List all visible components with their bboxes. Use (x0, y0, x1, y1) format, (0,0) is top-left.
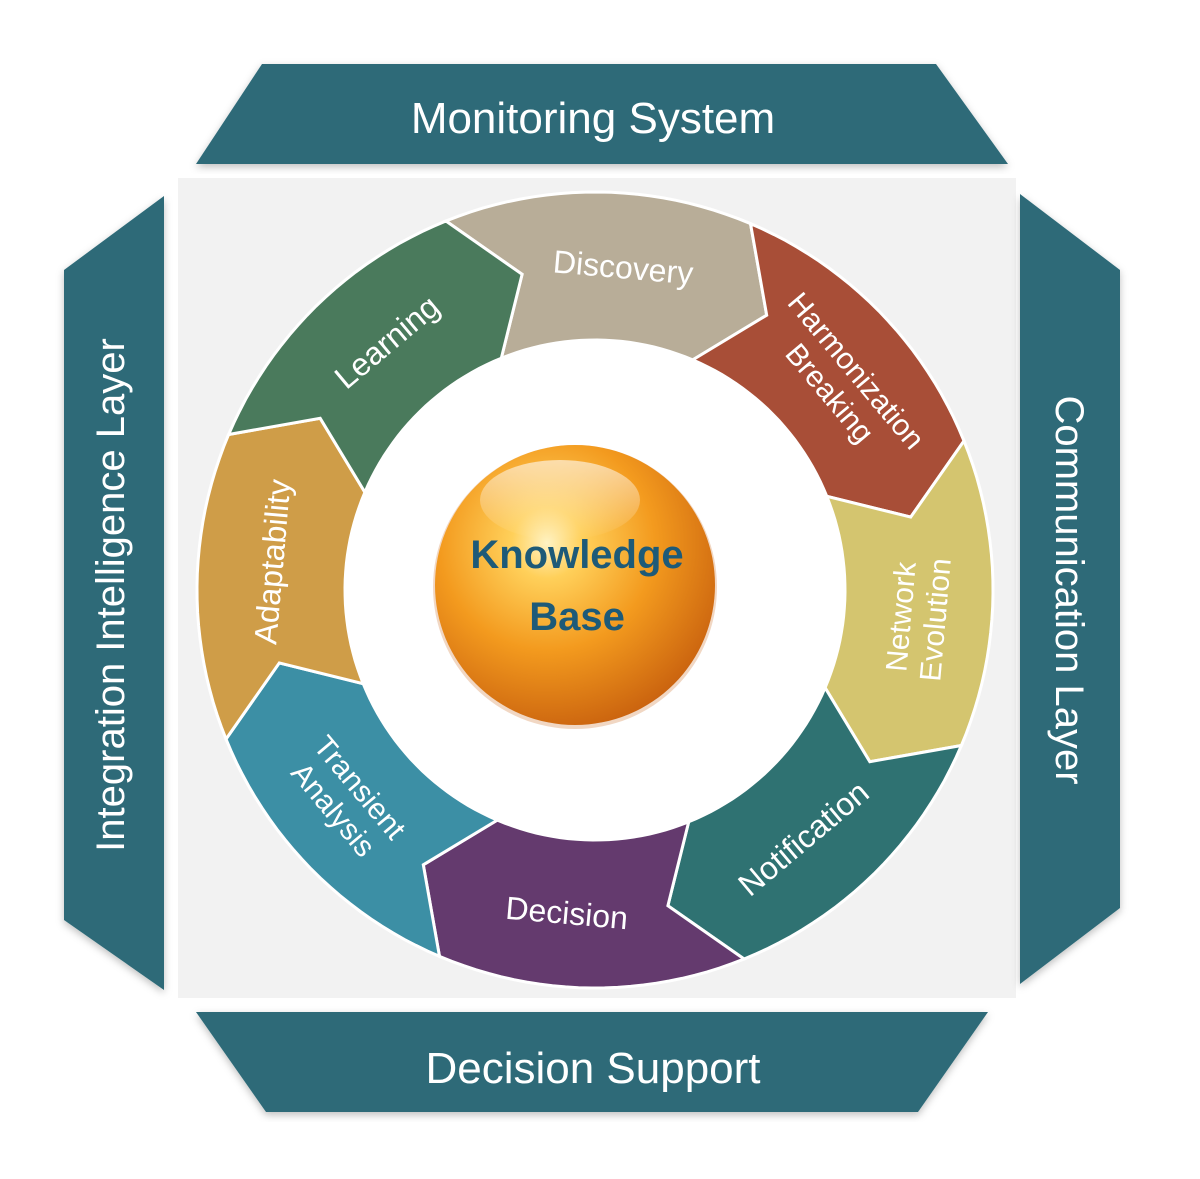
frame-bottom-label: Decision Support (425, 1044, 760, 1093)
frame-bottom-banner: Decision Support (196, 1012, 988, 1112)
center-label-line1: Knowledge (470, 533, 683, 577)
center-label-line2: Base (529, 595, 625, 639)
frame-right-banner: Communication Layer (1020, 194, 1120, 984)
frame-top-banner: Monitoring System (196, 64, 1008, 164)
frame-top-label: Monitoring System (411, 94, 775, 143)
knowledge-base-sphere: Knowledge Base (433, 445, 717, 729)
frame-left-banner: Integration Intelligence Layer (64, 196, 164, 990)
frame-left-label: Integration Intelligence Layer (89, 338, 133, 852)
frame-right-label: Communication Layer (1047, 395, 1091, 784)
ring-segments: DiscoveryHarmonizationBreakingNetworkEvo… (195, 190, 995, 990)
